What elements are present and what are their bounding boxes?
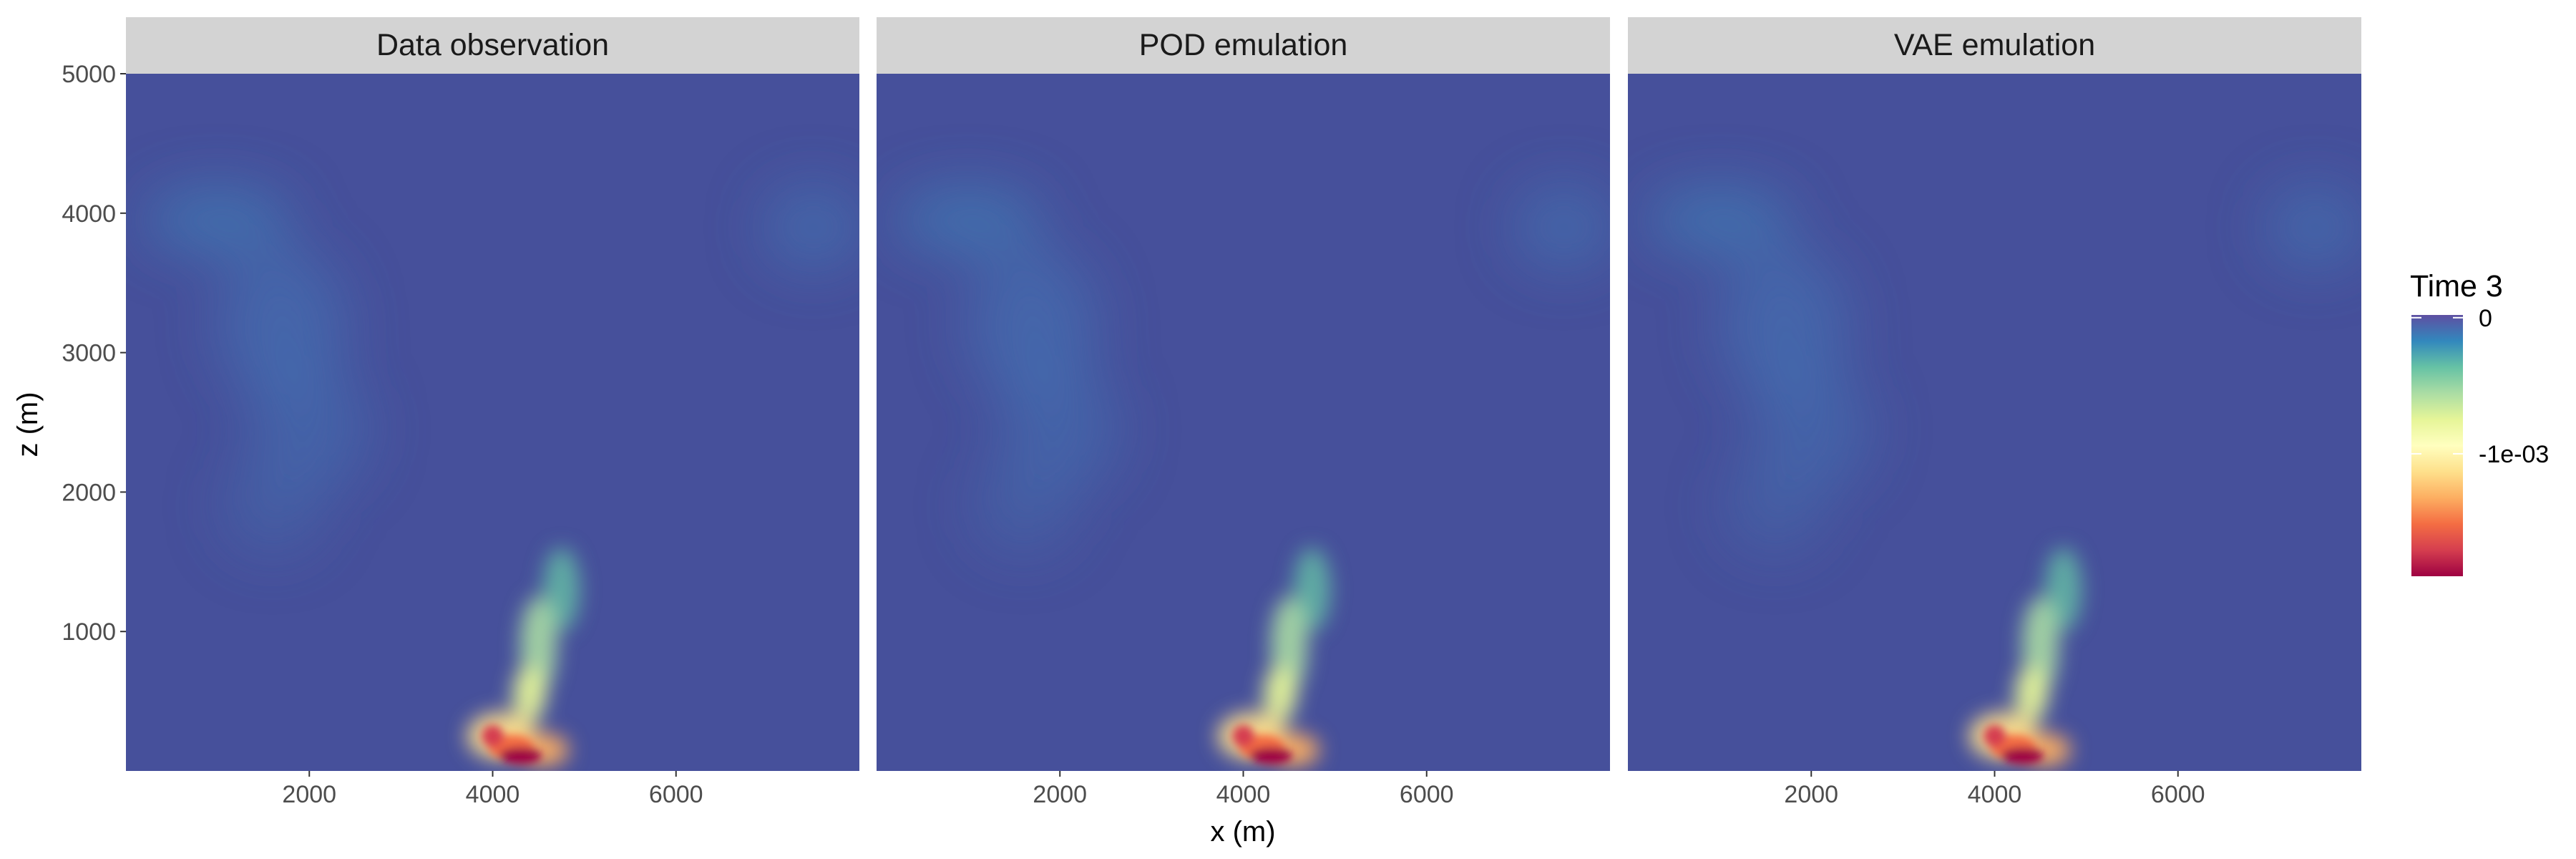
panel-1: Data observation 2000 4000 6000 1000 2000 3000… [62, 17, 859, 808]
x-tick-label: 6000 [2151, 781, 2205, 808]
x-tick-label: 4000 [1216, 781, 1271, 808]
heatmap-cell [222, 457, 323, 555]
panel-3: VAE emulation 2000 4000 6000 [1628, 17, 2361, 808]
panel-2: POD emulation 2000 4000 6000 [877, 17, 1610, 808]
panel-strip [126, 17, 859, 74]
y-tick-label: 1000 [62, 618, 116, 646]
panel-strip [1628, 17, 2361, 74]
heatmap-cell [542, 548, 580, 632]
legend-tick-label: -1e-03 [2479, 441, 2549, 468]
heatmap-cell [1724, 457, 1825, 555]
heatmap-cell [1719, 248, 1848, 402]
y-tick-label: 4000 [62, 200, 116, 228]
heatmap-field [894, 185, 1610, 767]
heatmap-cell [894, 188, 1042, 253]
heatmap-background [1628, 74, 2361, 771]
panel-title: Data observation [376, 28, 609, 62]
y-tick-label: 3000 [62, 340, 116, 367]
x-tick-label: 2000 [1784, 781, 1838, 808]
heatmap-cell [512, 666, 546, 722]
heatmap-cell [2265, 185, 2361, 269]
y-axis-title: z (m) [12, 392, 44, 457]
heatmap-cell [1293, 548, 1331, 632]
x-tick-label: 6000 [649, 781, 703, 808]
panel-title: POD emulation [1139, 28, 1348, 62]
heatmap-cell [1984, 724, 2006, 747]
x-tick-label: 2000 [1033, 781, 1087, 808]
heatmap-cell [218, 248, 346, 402]
heatmap-cell [763, 185, 859, 269]
legend-title: Time 3 [2410, 269, 2503, 304]
heatmap-background [877, 74, 1610, 771]
heatmap-cell [1263, 666, 1297, 722]
heatmap-cell [144, 188, 291, 253]
heatmap-cell [2001, 747, 2044, 765]
heatmap-cell [2044, 548, 2082, 632]
heatmap-field [1646, 185, 2361, 767]
heatmap-cell [1513, 185, 1610, 269]
y-tick-label: 2000 [62, 479, 116, 506]
legend-tick-label: 0 [2479, 305, 2492, 332]
heatmap-background [126, 74, 859, 771]
y-tick-label: 5000 [62, 61, 116, 88]
x-tick-label: 4000 [466, 781, 520, 808]
x-axis-title: x (m) [1210, 816, 1275, 848]
x-tick-label: 6000 [1400, 781, 1454, 808]
heatmap-cell [2014, 666, 2048, 722]
x-tick-label: 2000 [282, 781, 336, 808]
heatmap-cell [482, 724, 504, 747]
panel-title: VAE emulation [1894, 28, 2095, 62]
legend: Time 3 0 -1e-03 [2410, 269, 2549, 576]
heatmap-field [144, 185, 859, 767]
panel-strip [877, 17, 1610, 74]
heatmap-cell [972, 457, 1074, 555]
heatmap-cell [968, 248, 1097, 402]
heatmap-cell [1249, 747, 1292, 765]
legend-colorbar [2411, 315, 2463, 576]
heatmap-cell [1232, 724, 1254, 747]
x-tick-label: 4000 [1968, 781, 2022, 808]
heatmap-cell [1646, 188, 1793, 253]
heatmap-cell [499, 747, 542, 765]
